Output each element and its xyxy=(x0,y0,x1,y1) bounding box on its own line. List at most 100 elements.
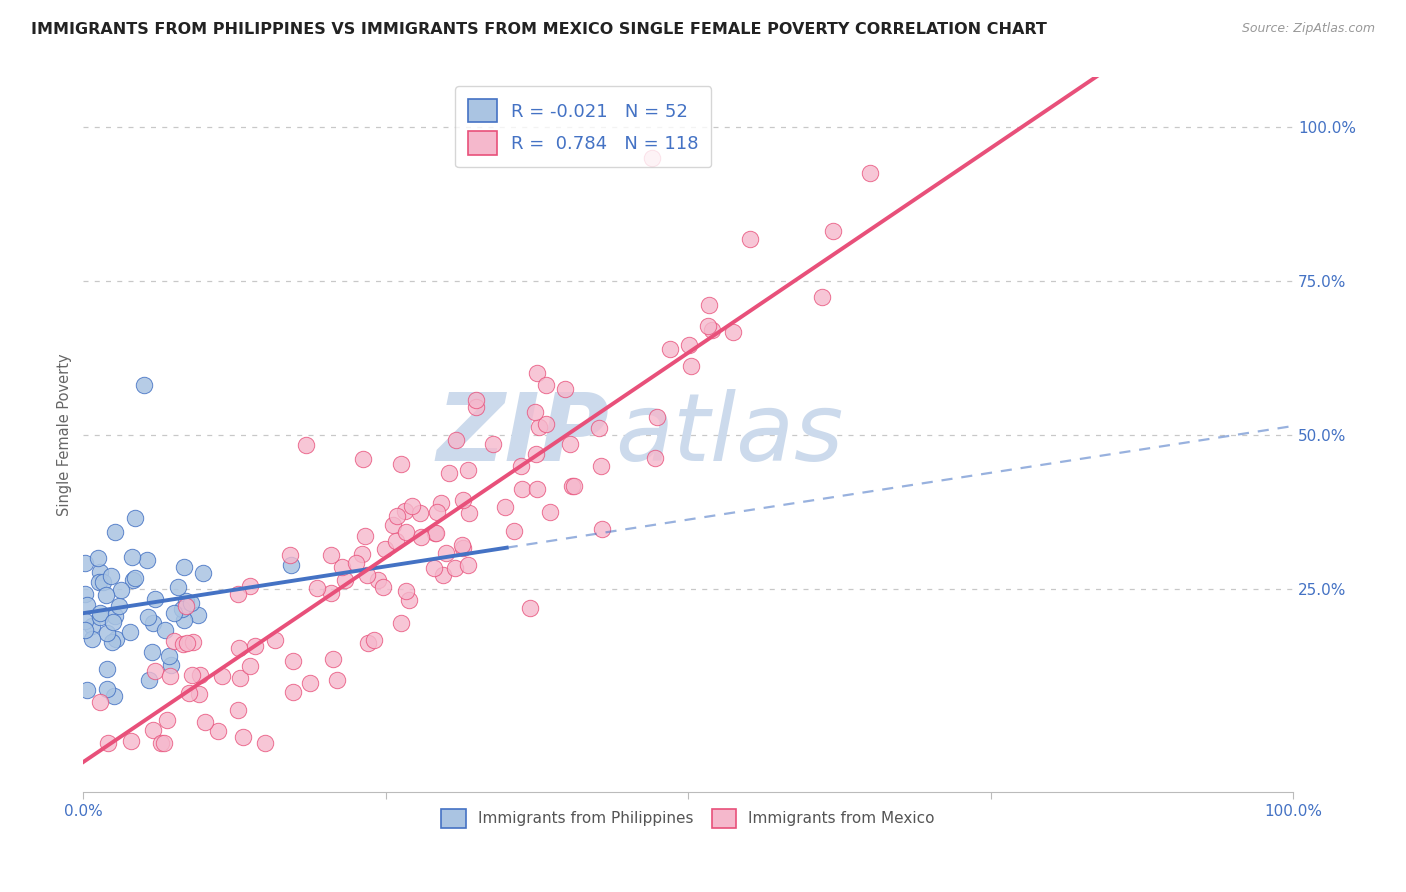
Point xyxy=(96,588,118,602)
Point xyxy=(173,613,195,627)
Point xyxy=(385,509,408,524)
Point xyxy=(91,574,114,589)
Point xyxy=(591,522,613,536)
Point xyxy=(194,715,217,730)
Point xyxy=(697,318,720,333)
Point xyxy=(423,526,446,541)
Point xyxy=(156,713,179,727)
Point xyxy=(149,736,172,750)
Point xyxy=(263,633,285,648)
Point xyxy=(76,599,98,613)
Point xyxy=(678,337,700,351)
Point xyxy=(163,633,186,648)
Point xyxy=(519,601,541,615)
Point xyxy=(538,505,561,519)
Y-axis label: Single Female Poverty: Single Female Poverty xyxy=(58,353,72,516)
Point xyxy=(502,524,524,539)
Point xyxy=(97,736,120,750)
Point xyxy=(118,624,141,639)
Point xyxy=(243,640,266,654)
Point xyxy=(512,482,534,496)
Point xyxy=(207,724,229,739)
Point xyxy=(344,556,367,570)
Point xyxy=(352,547,374,561)
Point xyxy=(322,652,344,666)
Point xyxy=(357,636,380,650)
Point xyxy=(254,736,277,750)
Point xyxy=(177,686,200,700)
Point xyxy=(87,550,110,565)
Point xyxy=(382,517,405,532)
Point xyxy=(211,668,233,682)
Point xyxy=(239,658,262,673)
Point xyxy=(534,417,557,431)
Point xyxy=(700,323,723,337)
Point xyxy=(172,637,194,651)
Point xyxy=(193,566,215,581)
Point xyxy=(434,546,457,560)
Point xyxy=(280,558,302,573)
Point xyxy=(159,668,181,682)
Point xyxy=(174,594,197,608)
Point xyxy=(432,567,454,582)
Point xyxy=(142,723,165,737)
Point xyxy=(451,538,474,552)
Point xyxy=(96,662,118,676)
Point xyxy=(104,632,127,647)
Point xyxy=(411,529,433,543)
Point xyxy=(527,420,550,434)
Point xyxy=(124,511,146,525)
Point xyxy=(374,541,396,556)
Point xyxy=(172,602,194,616)
Point xyxy=(73,623,96,637)
Point xyxy=(295,438,318,452)
Point xyxy=(103,689,125,703)
Point xyxy=(641,151,664,165)
Point xyxy=(162,606,184,620)
Point xyxy=(458,506,481,520)
Point xyxy=(103,608,125,623)
Point xyxy=(226,586,249,600)
Point xyxy=(494,500,516,515)
Point xyxy=(138,673,160,687)
Point xyxy=(153,736,176,750)
Point xyxy=(395,525,418,540)
Point xyxy=(451,493,474,508)
Point xyxy=(561,479,583,493)
Point xyxy=(89,565,111,579)
Point xyxy=(562,479,585,493)
Point xyxy=(121,549,143,564)
Point xyxy=(330,560,353,574)
Point xyxy=(352,452,374,467)
Point xyxy=(157,649,180,664)
Point xyxy=(80,632,103,646)
Point xyxy=(100,635,122,649)
Text: atlas: atlas xyxy=(616,389,844,480)
Point xyxy=(187,687,209,701)
Point xyxy=(278,548,301,562)
Point xyxy=(398,592,420,607)
Point xyxy=(439,467,461,481)
Point xyxy=(363,632,385,647)
Point xyxy=(173,559,195,574)
Point xyxy=(510,458,533,473)
Point xyxy=(444,433,467,447)
Text: Source: ZipAtlas.com: Source: ZipAtlas.com xyxy=(1241,22,1375,36)
Point xyxy=(307,581,329,595)
Point xyxy=(73,587,96,601)
Point xyxy=(283,654,305,668)
Point xyxy=(75,614,97,628)
Point xyxy=(464,400,486,414)
Point xyxy=(560,436,582,450)
Point xyxy=(122,573,145,587)
Point xyxy=(823,224,845,238)
Point xyxy=(142,615,165,630)
Point xyxy=(232,730,254,744)
Legend: Immigrants from Philippines, Immigrants from Mexico: Immigrants from Philippines, Immigrants … xyxy=(436,803,941,834)
Point xyxy=(145,665,167,679)
Point xyxy=(326,673,349,687)
Point xyxy=(229,671,252,685)
Point xyxy=(389,458,412,472)
Point xyxy=(110,583,132,598)
Point xyxy=(591,458,613,473)
